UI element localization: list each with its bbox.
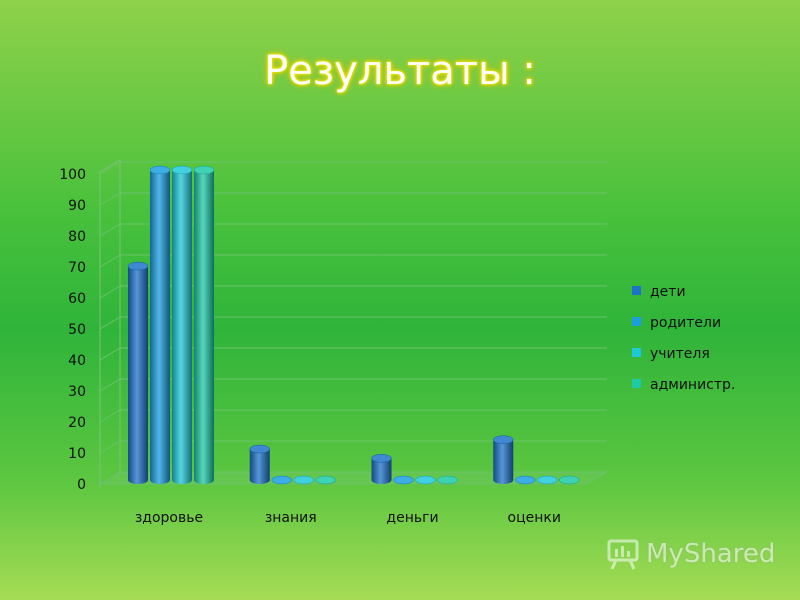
gridline-depth bbox=[99, 347, 121, 361]
y-tick-label: 40 bbox=[68, 353, 86, 369]
y-tick-label: 30 bbox=[68, 384, 86, 400]
bar bbox=[249, 444, 270, 484]
bar bbox=[371, 454, 392, 484]
gridline-depth bbox=[99, 223, 121, 237]
gridline-depth bbox=[99, 409, 121, 423]
y-tick-label: 100 bbox=[59, 167, 86, 183]
y-tick-label: 20 bbox=[68, 415, 86, 431]
bar bbox=[559, 475, 580, 485]
legend-swatch bbox=[632, 379, 641, 388]
y-tick-label: 60 bbox=[68, 291, 86, 307]
gridline-depth bbox=[99, 440, 121, 454]
bars bbox=[127, 165, 580, 485]
slide-title: Результаты : bbox=[264, 48, 536, 94]
legend-label: учителя bbox=[650, 346, 710, 362]
gridline-depth bbox=[99, 192, 121, 206]
gridline-depth bbox=[99, 378, 121, 392]
legend-swatch bbox=[632, 348, 641, 357]
legend: дети родители учителя администр. bbox=[632, 284, 735, 393]
legend-swatch bbox=[632, 317, 641, 326]
slide-header: Результаты : bbox=[0, 0, 800, 120]
bar bbox=[437, 475, 458, 485]
x-axis-labels: здоровье знания деньги оценки bbox=[135, 510, 561, 526]
x-tick-label: знания bbox=[265, 510, 317, 526]
watermark-text: MyShared bbox=[646, 539, 776, 569]
presentation-board-icon bbox=[607, 539, 639, 570]
gridline-depth bbox=[99, 285, 121, 299]
bar bbox=[193, 165, 215, 484]
y-tick-label: 0 bbox=[77, 477, 86, 493]
y-tick-label: 90 bbox=[68, 198, 86, 214]
bar bbox=[393, 475, 414, 485]
bar bbox=[415, 475, 436, 485]
y-tick-label: 70 bbox=[68, 260, 86, 276]
bar bbox=[315, 475, 336, 485]
watermark: MyShared bbox=[606, 536, 775, 572]
gridline-depth bbox=[99, 254, 121, 268]
bar bbox=[515, 475, 536, 485]
bar bbox=[127, 261, 149, 484]
legend-label: дети bbox=[650, 284, 686, 300]
y-axis-depth-line bbox=[99, 159, 121, 173]
y-tick-label: 50 bbox=[68, 322, 86, 338]
y-axis-ticks: 0 10 20 30 40 50 60 70 80 90 100 bbox=[59, 167, 86, 493]
x-tick-label: здоровье bbox=[135, 510, 203, 526]
x-tick-label: оценки bbox=[508, 510, 561, 526]
bar bbox=[537, 475, 558, 485]
legend-swatch bbox=[632, 286, 641, 295]
bar bbox=[149, 165, 171, 484]
bar bbox=[293, 475, 314, 485]
legend-label: родители bbox=[650, 315, 721, 331]
y-tick-label: 80 bbox=[68, 229, 86, 245]
gridline-depth bbox=[99, 316, 121, 330]
x-tick-label: деньги bbox=[386, 510, 438, 526]
y-tick-label: 10 bbox=[68, 446, 86, 462]
bar bbox=[171, 165, 193, 484]
gridline-depth bbox=[99, 161, 121, 175]
legend-label: администр. bbox=[650, 377, 735, 393]
bar bbox=[271, 475, 292, 485]
bar bbox=[493, 435, 514, 484]
